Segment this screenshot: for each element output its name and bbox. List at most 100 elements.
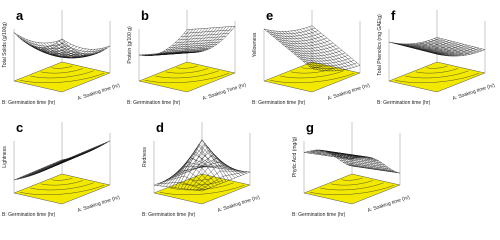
contour [309,184,395,195]
contour [159,184,245,195]
surface-line [162,169,212,188]
surface-line [293,50,343,57]
surface-line [58,41,108,52]
surface-line [309,150,359,168]
z-axis-label: Yellowness [252,32,258,57]
surface-line [28,40,78,56]
surface-line [397,39,447,47]
y-axis-label: B: Germination time (hr) [2,100,56,106]
panel-letter: b [141,8,149,23]
surface-line [339,160,389,168]
surface-line [299,55,349,62]
surface-line [138,29,188,56]
z-axis-label: Lightness [2,146,8,168]
panel-letter: a [16,8,24,23]
surface-line [180,33,230,37]
contour [426,65,448,69]
surface-line [302,57,352,64]
x-axis-label: A: Soaking Time (hr) [202,82,248,102]
surface-line [306,150,356,167]
contour [155,70,219,79]
surface-line [263,25,313,32]
surface-line [195,170,245,191]
panel-letter: e [266,8,273,23]
panel-letter: c [16,120,23,135]
surface-line [296,52,346,59]
surface-line [303,149,353,167]
floor [388,61,486,93]
panel-letter: d [156,120,164,135]
surface-line [52,44,102,56]
surface-line [324,152,374,170]
surface-line [174,39,224,43]
surface-line [394,38,444,46]
panel: e Yellowness B: Germination time (hr) A: So… [252,8,371,106]
surface-line [312,151,362,168]
contour [269,72,355,83]
contour [290,68,334,74]
contour [405,70,469,79]
surface-line [421,42,471,55]
surface-line [55,43,105,54]
surface-line [406,41,456,49]
surface-line [61,140,111,162]
z-axis-label: Redness [142,147,148,167]
surface-line [159,175,209,189]
surface-line [330,153,380,162]
panel: f Total Phenolics (mg GAE/g) B: Germinatio… [377,8,496,106]
surface-line [342,162,392,170]
surface-line [351,165,401,174]
z-axis-label: Phytic Acid (mg/g) [292,137,298,178]
panel: a Total Solids (g/100g) B: Germination tim… [2,8,121,106]
surface-line [153,185,203,192]
surface-line [275,30,325,71]
surface-line [336,157,386,166]
surface-line [186,26,236,30]
surface-line [49,45,99,57]
surface-line [348,165,398,173]
surface-line [186,155,236,190]
floor [13,173,111,205]
surface-line [284,31,334,72]
surface-line [165,163,215,187]
surface-line [427,40,477,54]
contour [280,70,344,79]
surface-line [315,151,365,169]
surface-line [412,43,462,51]
surface-line [168,157,218,186]
figure: a Total Solids (g/100g) B: Germination tim… [2,8,496,218]
panel-letter: g [306,120,314,135]
surface-line [171,41,221,46]
contour [170,182,234,191]
contour [19,184,105,195]
surface-line [303,152,353,160]
surface-line [281,31,331,72]
y-axis-label: B: Germination time (hr) [252,100,306,106]
x-axis-label: A: Soaking time (hr) [77,82,121,101]
surface-line [28,44,78,56]
surface-line [308,62,358,69]
surface-line [46,46,96,58]
contour [320,182,384,191]
surface-line [418,42,468,56]
surface-line [305,60,355,67]
contour [330,180,374,186]
contour [40,180,84,186]
surface-line [31,41,81,57]
surface-line [19,36,69,52]
surface-line [269,30,319,71]
surface-line [177,139,227,182]
surface-line [180,144,230,189]
y-axis-label: B: Germination time (hr) [142,212,196,218]
y-axis-label: B: Germination time (hr) [292,212,346,218]
contour [180,180,224,186]
surface-line [272,30,322,71]
z-axis-label: Protein (g/100 g) [127,26,133,64]
surface-line [391,38,441,45]
x-axis-label: A: Soaking time (hr) [77,194,121,213]
surface-line [40,47,90,59]
x-axis-label: A: Soaking time (hr) [452,82,496,101]
surface-line [168,44,218,48]
surface-line [22,157,72,179]
y-axis-label: B: Germination time (hr) [377,100,431,106]
